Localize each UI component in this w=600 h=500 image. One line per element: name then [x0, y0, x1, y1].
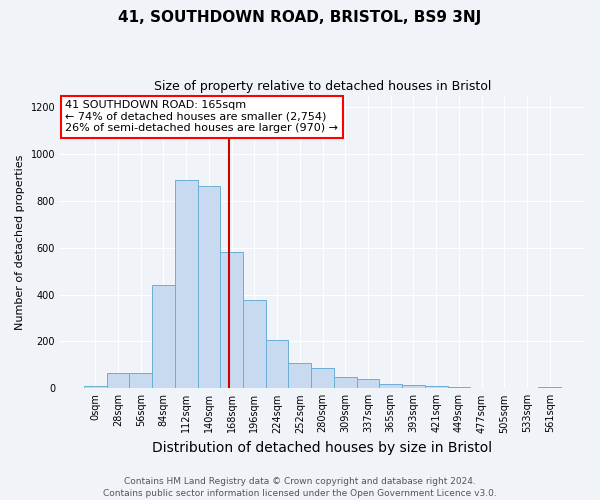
Bar [334, 376, 356, 388]
Bar [402, 385, 425, 388]
Bar [130, 373, 152, 388]
Bar [243, 300, 266, 388]
Bar [197, 186, 220, 388]
Bar [84, 386, 107, 388]
Text: Contains HM Land Registry data © Crown copyright and database right 2024.
Contai: Contains HM Land Registry data © Crown c… [103, 476, 497, 498]
Bar [266, 340, 289, 388]
Text: 41 SOUTHDOWN ROAD: 165sqm
← 74% of detached houses are smaller (2,754)
26% of se: 41 SOUTHDOWN ROAD: 165sqm ← 74% of detac… [65, 100, 338, 133]
Text: 41, SOUTHDOWN ROAD, BRISTOL, BS9 3NJ: 41, SOUTHDOWN ROAD, BRISTOL, BS9 3NJ [118, 10, 482, 25]
Bar [107, 373, 130, 388]
Bar [538, 387, 561, 388]
Bar [289, 362, 311, 388]
Bar [175, 180, 197, 388]
Bar [379, 384, 402, 388]
Y-axis label: Number of detached properties: Number of detached properties [15, 154, 25, 330]
Title: Size of property relative to detached houses in Bristol: Size of property relative to detached ho… [154, 80, 491, 93]
Bar [356, 379, 379, 388]
X-axis label: Distribution of detached houses by size in Bristol: Distribution of detached houses by size … [152, 441, 493, 455]
Bar [311, 368, 334, 388]
Bar [425, 386, 448, 388]
Bar [448, 387, 470, 388]
Bar [220, 252, 243, 388]
Bar [152, 286, 175, 389]
